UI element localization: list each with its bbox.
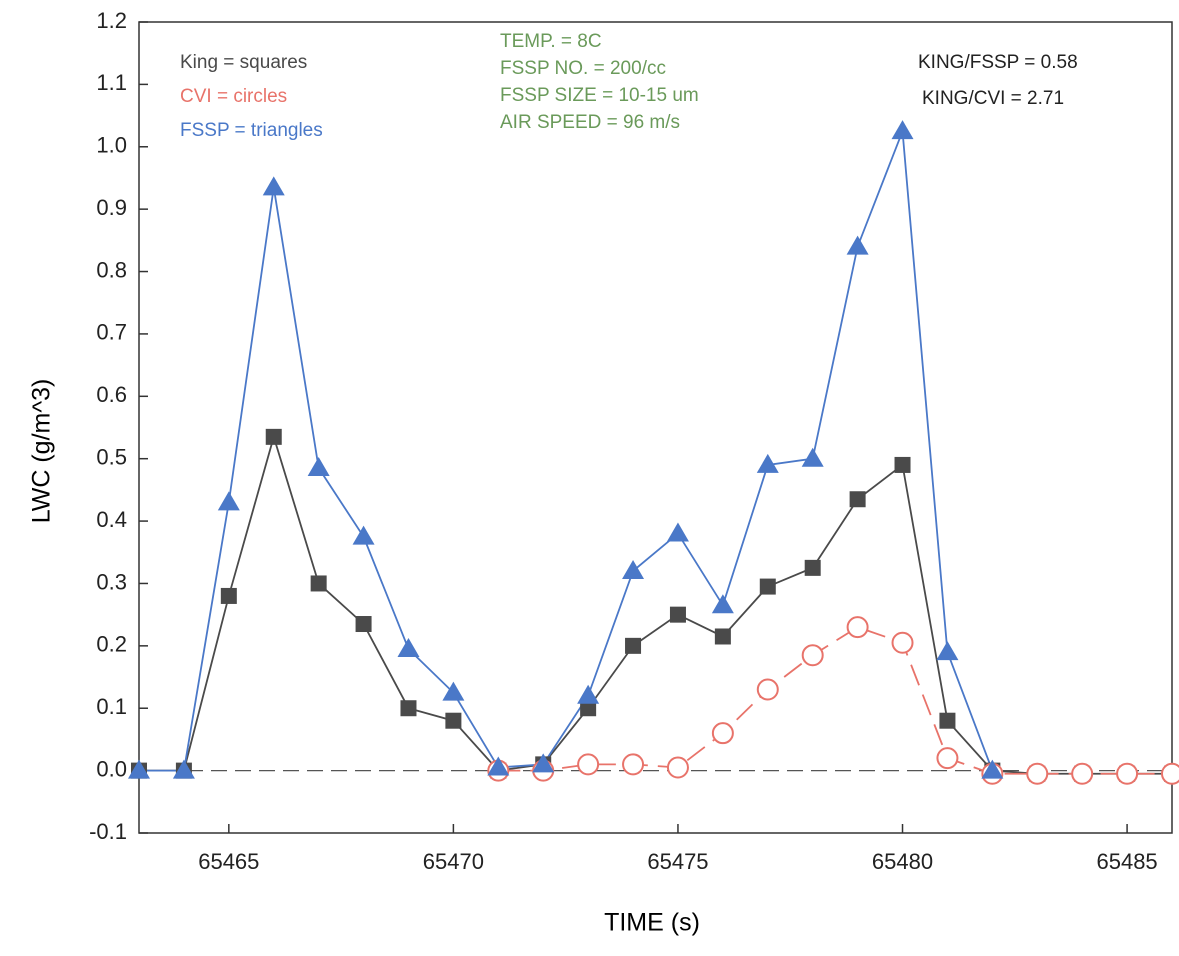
triangle-marker	[307, 457, 330, 477]
circle-marker	[936, 747, 959, 770]
y-tick-label: 0.2	[96, 632, 127, 657]
square-marker	[265, 428, 282, 445]
x-tick-label: 65465	[198, 849, 259, 874]
square-marker	[894, 456, 911, 473]
y-tick-label: 0.1	[96, 694, 127, 719]
annotation: FSSP SIZE = 10-15 um	[500, 85, 699, 106]
square-marker	[669, 606, 686, 623]
y-tick-label: 0.6	[96, 382, 127, 407]
y-tick-label: 0.3	[96, 569, 127, 594]
triangle-marker	[262, 176, 285, 196]
square-marker	[580, 700, 597, 717]
x-tick-label: 65475	[647, 849, 708, 874]
series-line	[139, 130, 994, 772]
circle-marker	[756, 678, 779, 701]
y-axis-title: LWC (g/m^3)	[28, 379, 56, 524]
circle-marker	[711, 722, 734, 745]
triangle-marker	[397, 637, 420, 657]
x-tick-label: 65485	[1096, 849, 1157, 874]
triangle-marker	[532, 753, 555, 773]
triangle-marker	[711, 594, 734, 614]
triangle-marker	[666, 522, 689, 542]
triangle-marker	[487, 756, 510, 776]
annotation: FSSP NO. = 200/cc	[500, 58, 666, 79]
circle-marker	[1071, 762, 1094, 785]
triangle-marker	[217, 491, 240, 511]
y-tick-label: -0.1	[89, 819, 127, 844]
y-tick-label: 0.4	[96, 507, 127, 532]
annotation: KING/CVI = 2.71	[922, 88, 1064, 109]
legend-entry: FSSP = triangles	[180, 120, 323, 141]
triangle-marker	[622, 559, 645, 579]
triangle-marker	[891, 120, 914, 140]
y-tick-label: 0.5	[96, 445, 127, 470]
y-tick-label: 0.7	[96, 320, 127, 345]
annotation: KING/FSSP = 0.58	[918, 52, 1078, 73]
triangle-marker	[936, 641, 959, 661]
square-marker	[759, 578, 776, 595]
triangle-marker	[352, 525, 375, 545]
triangle-marker	[981, 759, 1004, 779]
square-marker	[625, 637, 642, 654]
series-line	[498, 626, 1172, 775]
circle-marker	[801, 644, 824, 667]
annotation: AIR SPEED = 96 m/s	[500, 112, 680, 133]
circle-marker	[577, 753, 600, 776]
triangle-marker	[442, 681, 465, 701]
x-axis-title: TIME (s)	[604, 909, 700, 937]
square-marker	[355, 616, 372, 633]
annotation: TEMP. = 8C	[500, 31, 602, 52]
legend-entry: King = squares	[180, 52, 307, 73]
triangle-marker	[801, 447, 824, 467]
square-marker	[849, 491, 866, 508]
triangle-marker	[756, 453, 779, 473]
square-marker	[714, 628, 731, 645]
circle-marker	[1026, 762, 1049, 785]
square-marker	[804, 559, 821, 576]
y-tick-label: 0.8	[96, 257, 127, 282]
triangle-marker	[577, 684, 600, 704]
square-marker	[310, 575, 327, 592]
circle-marker	[622, 753, 645, 776]
y-tick-label: 0.0	[96, 756, 127, 781]
circle-marker	[1161, 762, 1179, 785]
triangle-marker	[172, 759, 195, 779]
x-tick-label: 65470	[423, 849, 484, 874]
series-line	[139, 433, 1172, 775]
y-tick-label: 1.2	[96, 8, 127, 33]
x-tick-label: 65480	[872, 849, 933, 874]
circle-marker	[891, 631, 914, 654]
legend-entry: CVI = circles	[180, 86, 287, 107]
square-marker	[445, 712, 462, 729]
y-tick-label: 1.1	[96, 70, 127, 95]
circle-marker	[666, 756, 689, 779]
circle-marker	[1116, 762, 1139, 785]
square-marker	[220, 587, 237, 604]
y-tick-label: 0.9	[96, 195, 127, 220]
triangle-marker	[846, 235, 869, 255]
y-tick-label: 1.0	[96, 133, 127, 158]
plot-frame	[138, 21, 1173, 834]
square-marker	[400, 700, 417, 717]
triangle-marker	[128, 759, 150, 779]
square-marker	[939, 712, 956, 729]
circle-marker	[846, 616, 869, 639]
